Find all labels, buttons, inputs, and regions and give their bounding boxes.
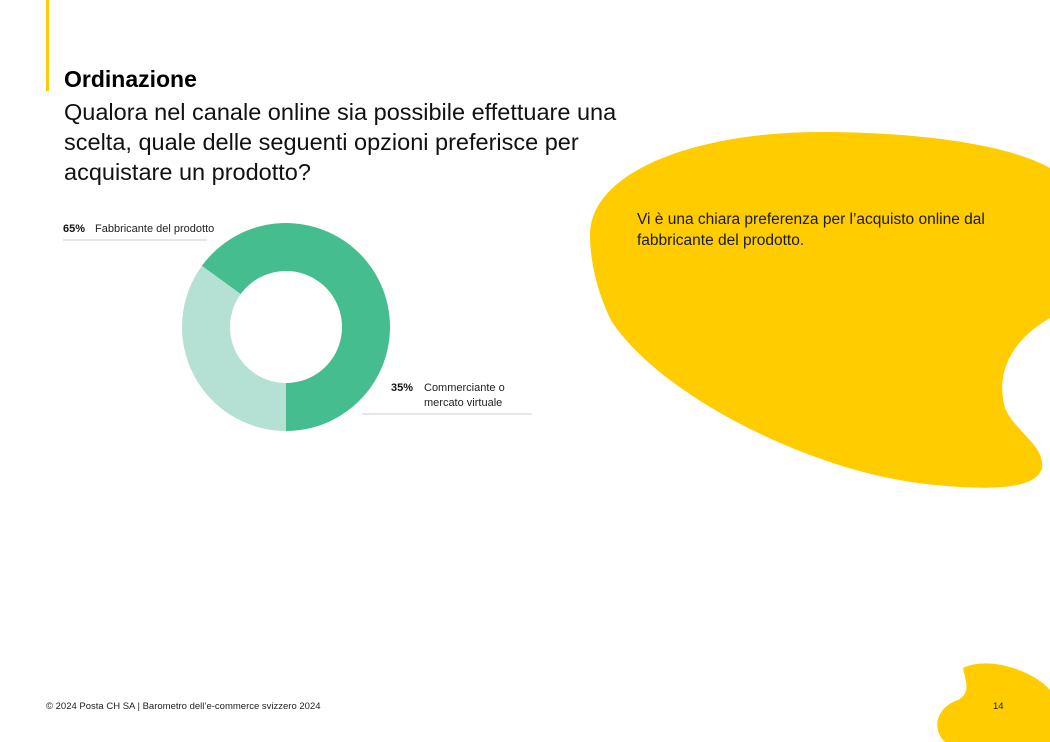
slice-2-category-label-line1: Commerciante o xyxy=(424,382,505,394)
page-number: 14 xyxy=(993,701,1004,712)
slice-1-value-label: 65% xyxy=(63,223,85,235)
donut-slice-2 xyxy=(181,265,286,431)
large-yellow-blob xyxy=(590,132,1050,488)
donut-slice-1 xyxy=(201,222,390,431)
corner-yellow-blob xyxy=(937,663,1050,742)
callout-text: Vi è una chiara preferenza per l’acquist… xyxy=(637,211,985,249)
slice-2-category-label-line2: mercato virtuale xyxy=(424,397,502,409)
donut-slices xyxy=(181,222,390,431)
accent-bar xyxy=(46,0,49,91)
slice-1-category-label: Fabbricante del prodotto xyxy=(95,223,214,235)
page-title: Ordinazione xyxy=(64,66,197,92)
footer-copyright: © 2024 Posta CH SA | Barometro dell’e-co… xyxy=(46,701,321,712)
slice-2-value-label: 35% xyxy=(391,382,413,394)
survey-question: Qualora nel canale online sia possibile … xyxy=(64,99,617,185)
